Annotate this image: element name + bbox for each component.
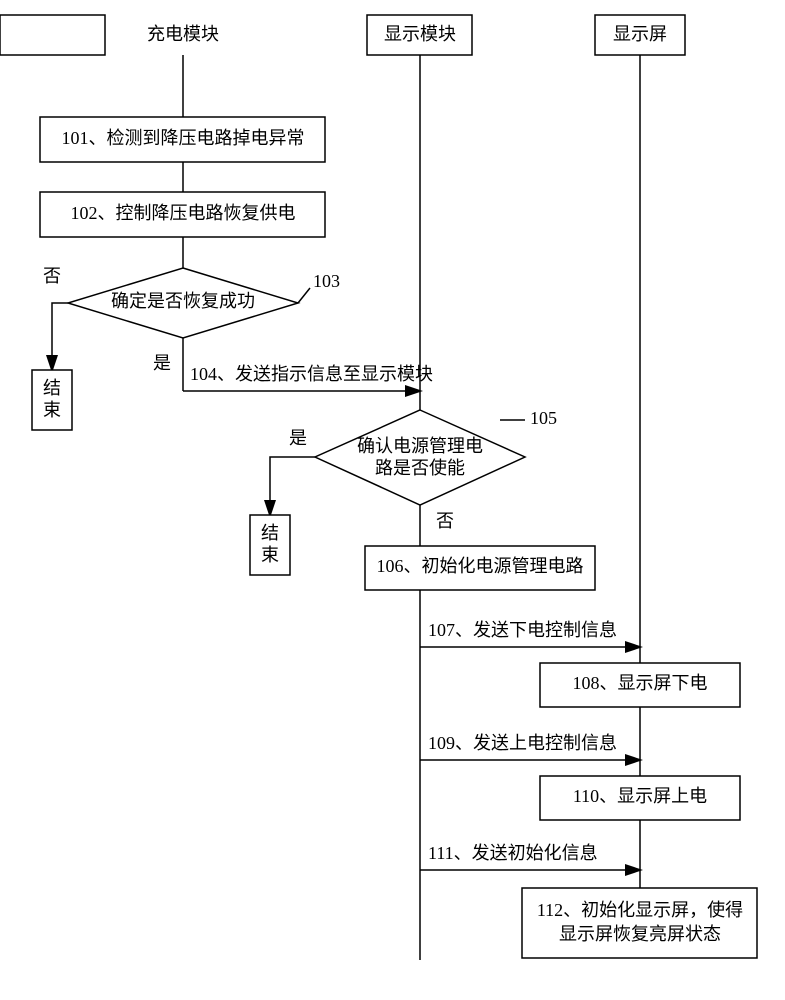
step-101-text: 101、检测到降压电路掉电异常	[62, 128, 305, 148]
decision-103-text: 确定是否恢复成功	[111, 291, 255, 311]
end-1-text-2: 束	[43, 400, 61, 420]
decision-105-text1: 确认电源管理电	[357, 436, 483, 456]
lane-a-box	[0, 15, 105, 55]
decision-103-tag: 103	[313, 271, 340, 291]
connector-105-yes	[270, 457, 315, 515]
decision-103-yes: 是	[153, 353, 171, 373]
msg-111-text: 111、发送初始化信息	[428, 843, 598, 863]
end-2-text-2: 束	[261, 545, 279, 565]
step-106-text: 106、初始化电源管理电路	[377, 556, 584, 576]
lane-b-label: 显示模块	[384, 24, 456, 44]
lane-c-label: 显示屏	[613, 24, 667, 44]
step-112	[522, 888, 757, 958]
msg-109-text: 109、发送上电控制信息	[428, 733, 617, 753]
step-108-text: 108、显示屏下电	[573, 673, 708, 693]
step-110-text: 110、显示屏上电	[573, 786, 707, 806]
step-102-text: 102、控制降压电路恢复供电	[71, 203, 296, 223]
end-1-text-1: 结	[43, 378, 61, 398]
msg-107-text: 107、发送下电控制信息	[428, 620, 617, 640]
decision-103-no: 否	[43, 266, 61, 286]
step-112-text2: 显示屏恢复亮屏状态	[559, 924, 721, 944]
end-2-text-1: 结	[261, 523, 279, 543]
decision-103-tag-line	[298, 288, 310, 303]
decision-105-tag: 105	[530, 408, 557, 428]
decision-105-yes: 是	[289, 428, 307, 448]
decision-105-text2: 路是否使能	[375, 458, 465, 478]
connector-103-no	[52, 303, 68, 370]
lane-a-label: 充电模块	[147, 24, 219, 44]
step-112-text1: 112、初始化显示屏，使得	[537, 900, 743, 920]
msg-104-text: 104、发送指示信息至显示模块	[190, 364, 433, 384]
decision-105-no: 否	[436, 511, 454, 531]
